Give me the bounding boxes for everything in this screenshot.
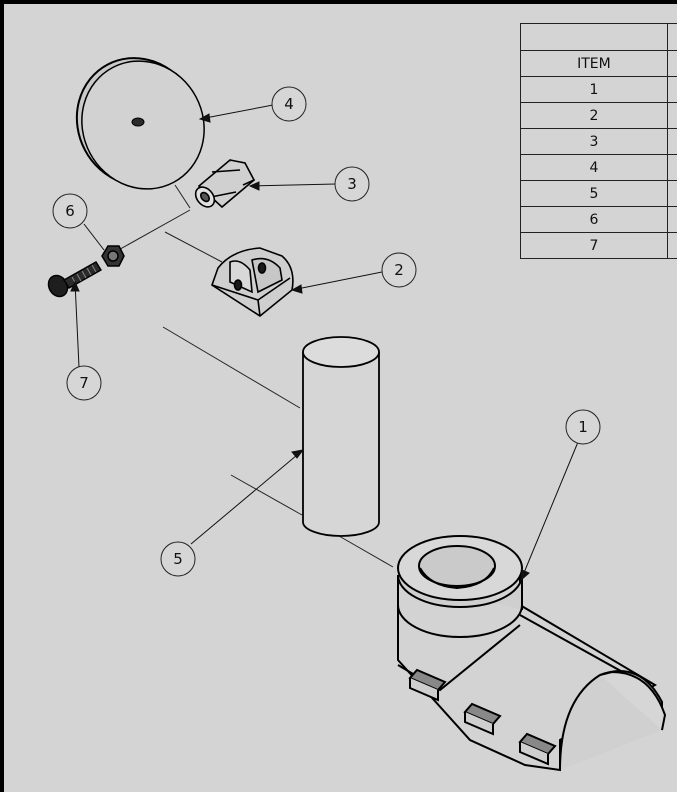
svg-text:5: 5 (173, 550, 183, 568)
bom-header-item: ITEM (520, 50, 668, 77)
bom-item-number: 6 (520, 206, 668, 233)
part-7-bolt (47, 261, 102, 298)
leader-lines (70, 104, 579, 582)
svg-text:1: 1 (578, 418, 588, 436)
frame-mark (512, 0, 524, 4)
part-5-cylinder (302, 336, 380, 537)
balloon-5: 5 (160, 541, 196, 577)
balloon-7: 7 (66, 365, 102, 401)
part-2-bracket (211, 247, 294, 317)
bom-row: 5 (520, 180, 677, 207)
bom-item-number: 1 (520, 76, 668, 103)
bom-row: 2 (520, 102, 677, 129)
bom-title-row (520, 23, 677, 51)
bom-header-row: ITEM (520, 50, 677, 77)
balloon-1: 1 (565, 409, 601, 445)
disc-hole (131, 117, 145, 127)
svg-text:4: 4 (284, 95, 294, 113)
svg-text:7: 7 (79, 374, 89, 392)
part-6-hex-nut (101, 245, 125, 267)
bom-item-number: 3 (520, 128, 668, 155)
bom-row: 7 (520, 232, 677, 259)
balloon-2: 2 (381, 252, 417, 288)
bom-item-number: 4 (520, 154, 668, 181)
balloon-4: 4 (271, 86, 307, 122)
bom-item-number: 2 (520, 102, 668, 129)
bill-of-materials-table: ITEM 1 2 3 4 5 6 7 (520, 23, 677, 259)
balloon-6: 6 (52, 193, 88, 229)
part-1-housing (397, 535, 667, 772)
part-3-hex-standoff (194, 158, 256, 209)
bom-item-number: 5 (520, 180, 668, 207)
part-4-disc (75, 57, 205, 190)
svg-text:2: 2 (394, 261, 404, 279)
bom-row: 6 (520, 206, 677, 233)
bom-row: 4 (520, 154, 677, 181)
svg-text:6: 6 (65, 202, 75, 220)
bom-row: 3 (520, 128, 677, 155)
bom-item-number: 7 (520, 232, 668, 259)
balloon-3: 3 (334, 166, 370, 202)
svg-text:3: 3 (347, 175, 357, 193)
bom-row: 1 (520, 76, 677, 103)
